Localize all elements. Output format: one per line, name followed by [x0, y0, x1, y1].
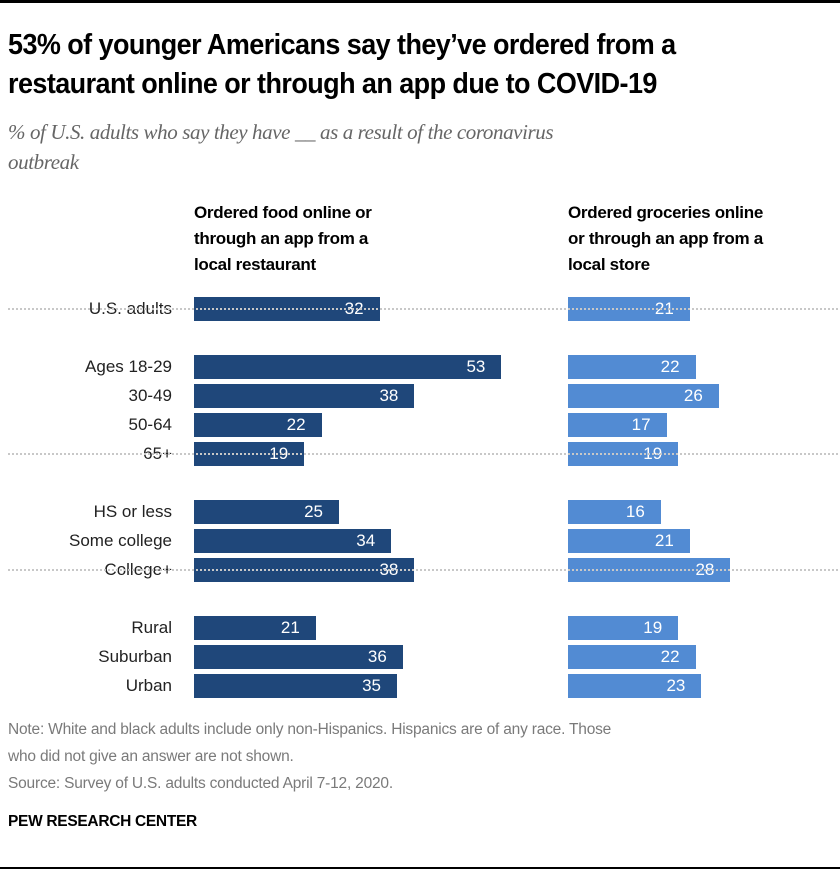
restaurant-bar-urban — [194, 674, 397, 698]
pew-research-center-logo: PEW RESEARCH CENTER — [8, 813, 197, 830]
restaurant-bar-some-college — [194, 529, 392, 553]
grocery-bar-some-college — [568, 529, 690, 553]
restaurant-value-label-hs-or-less: 25 — [304, 502, 323, 521]
grocery-bar-ages-18-29 — [568, 355, 696, 379]
note-line: who did not give an answer are not shown… — [8, 748, 294, 765]
restaurant-bar-rural — [194, 616, 316, 640]
category-label-suburban: Suburban — [98, 647, 172, 666]
grocery-value-label-50-64: 17 — [631, 415, 651, 434]
restaurant-bar-suburban — [194, 645, 403, 669]
category-label-urban: Urban — [125, 676, 172, 695]
note-line: Note: White and black adults include onl… — [8, 721, 612, 738]
restaurant-value-label-ages-18-29: 53 — [466, 357, 486, 376]
restaurant-value-label-some-college: 34 — [356, 531, 376, 550]
column-header-line: Ordered food online or — [194, 203, 372, 222]
grocery-bar-rural — [568, 616, 679, 640]
chart-title-line: 53% of younger Americans say they’ve ord… — [8, 29, 676, 61]
restaurant-value-label-30-49: 38 — [379, 386, 399, 405]
group-divider — [8, 569, 838, 571]
grocery-bar-hs-or-less — [568, 500, 661, 524]
column-header-line: through an app from a — [194, 229, 369, 248]
restaurant-bar-30-49 — [194, 384, 415, 408]
column-header-line: or through an app from a — [568, 229, 763, 248]
category-label-hs-or-less: HS or less — [93, 502, 172, 521]
group-divider — [8, 308, 838, 310]
restaurant-value-label-50-64: 22 — [286, 415, 306, 434]
column-header-line: local restaurant — [194, 255, 316, 274]
grocery-value-label-some-college: 21 — [654, 531, 674, 550]
restaurant-bar-hs-or-less — [194, 500, 339, 524]
chart-subtitle: % of U.S. adults who say they have __ as… — [8, 117, 838, 177]
restaurant-value-label-suburban: 36 — [367, 647, 387, 666]
grocery-value-label-ages-18-29: 22 — [660, 357, 680, 376]
column-header-line: local store — [568, 255, 650, 274]
category-label-50-64: 50-64 — [128, 415, 172, 434]
restaurant-value-label-urban: 35 — [362, 676, 381, 695]
restaurant-bar-ages-18-29 — [194, 355, 502, 379]
chart-subtitle-line: outbreak — [8, 150, 79, 174]
grocery-bar-50-64 — [568, 413, 667, 437]
restaurant-value-label-rural: 21 — [280, 618, 300, 637]
chart-title-line: restaurant online or through an app due … — [8, 68, 657, 100]
chart-title: 53% of younger Americans say they’ve ord… — [8, 26, 780, 104]
bottom-rule — [0, 867, 840, 869]
column-header-line: Ordered groceries online — [568, 203, 763, 222]
grocery-value-label-urban: 23 — [666, 676, 686, 695]
top-rule — [0, 0, 840, 3]
restaurant-bar-50-64 — [194, 413, 322, 437]
chart-subtitle-line: % of U.S. adults who say they have __ as… — [8, 120, 554, 144]
source-line: Source: Survey of U.S. adults conducted … — [8, 775, 393, 792]
category-label-30-49: 30-49 — [128, 386, 172, 405]
grocery-bar-suburban — [568, 645, 696, 669]
category-label-ages-18-29: Ages 18-29 — [85, 357, 172, 376]
grocery-value-label-rural: 19 — [643, 618, 663, 637]
grocery-value-label-suburban: 22 — [660, 647, 680, 666]
grocery-column-header: Ordered groceries online or through an a… — [568, 200, 763, 278]
category-label-rural: Rural — [131, 618, 172, 637]
grocery-value-label-30-49: 26 — [683, 386, 703, 405]
grocery-bar-urban — [568, 674, 702, 698]
category-label-some-college: Some college — [68, 531, 172, 550]
chart-note: Note: White and black adults include onl… — [8, 716, 828, 797]
grocery-value-label-hs-or-less: 16 — [625, 502, 645, 521]
restaurant-column-header: Ordered food online or through an app fr… — [194, 200, 372, 278]
group-divider — [8, 453, 838, 455]
grocery-bar-30-49 — [568, 384, 719, 408]
